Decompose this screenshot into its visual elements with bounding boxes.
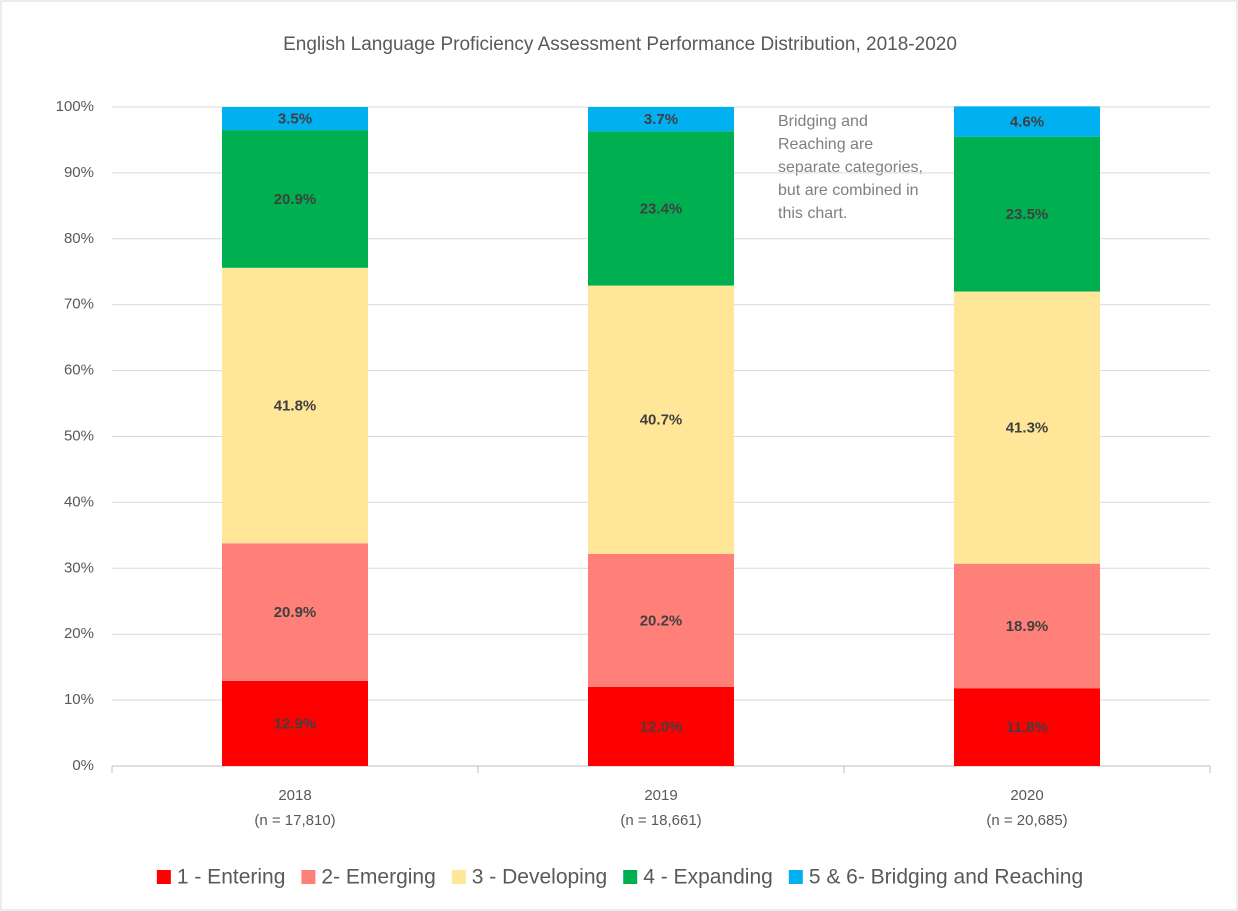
data-label: 41.8%	[274, 397, 317, 414]
bar-segment	[222, 543, 368, 681]
y-tick-label: 80%	[64, 230, 94, 247]
bar-segment	[954, 106, 1100, 137]
legend-label: 2- Emerging	[321, 866, 435, 889]
y-tick-label: 30%	[64, 559, 94, 576]
bar-segment	[588, 553, 734, 687]
data-label: 23.4%	[640, 200, 683, 217]
bar-segment	[222, 267, 368, 544]
legend-label: 3 - Developing	[472, 866, 607, 889]
y-tick-label: 100%	[56, 98, 94, 115]
y-tick-label: 20%	[64, 625, 94, 642]
chart-title: English Language Proficiency Assessment …	[283, 34, 957, 55]
y-tick-label: 10%	[64, 691, 94, 708]
bar-segment	[222, 680, 368, 766]
legend-label: 1 - Entering	[177, 866, 286, 889]
bar-segment	[588, 285, 734, 554]
x-tick-label: 2018	[278, 787, 311, 804]
legend-swatch	[156, 870, 171, 884]
data-label: 18.9%	[1006, 618, 1049, 635]
legend-swatch	[623, 870, 638, 884]
data-label: 20.9%	[274, 604, 317, 621]
bar-segment	[588, 686, 734, 766]
data-label: 12.0%	[640, 718, 683, 735]
bar-segment	[222, 107, 368, 131]
data-label: 20.2%	[640, 612, 683, 629]
bar-segment	[954, 291, 1100, 564]
bar-segment	[954, 688, 1100, 766]
legend-swatch	[301, 870, 316, 884]
data-label: 40.7%	[640, 412, 683, 429]
y-tick-label: 0%	[72, 757, 94, 774]
data-label: 4.6%	[1010, 113, 1044, 130]
y-tick-label: 60%	[64, 362, 94, 379]
data-label: 23.5%	[1006, 206, 1049, 223]
y-tick-label: 90%	[64, 164, 94, 181]
y-tick-label: 40%	[64, 493, 94, 510]
bar-segment	[954, 136, 1100, 292]
x-tick-label: 2020	[1010, 787, 1043, 804]
bar-segment	[954, 563, 1100, 689]
data-label: 11.8%	[1006, 719, 1048, 736]
legend-swatch	[788, 870, 803, 884]
annotation: Bridging and Reaching are separate categ…	[778, 113, 923, 222]
data-label: 20.9%	[274, 191, 317, 208]
bar-segment	[222, 130, 368, 268]
x-tick-label: 2019	[644, 787, 677, 804]
legend-swatch	[451, 870, 466, 884]
bar-segment	[588, 107, 734, 132]
bar-segment	[588, 131, 734, 286]
legend-label: 5 & 6- Bridging and Reaching	[809, 866, 1083, 889]
legend-label: 4 - Expanding	[643, 866, 773, 889]
data-label: 12.9%	[274, 715, 317, 732]
y-tick-label: 50%	[64, 427, 94, 444]
x-tick-sublabel: (n = 17,810)	[254, 812, 335, 829]
x-tick-sublabel: (n = 20,685)	[986, 812, 1067, 829]
y-tick-label: 70%	[64, 296, 94, 313]
x-tick-sublabel: (n = 18,661)	[620, 812, 701, 829]
annotation-box: Bridging and Reaching are separate categ…	[778, 113, 923, 222]
data-label: 3.5%	[278, 111, 312, 128]
data-label: 41.3%	[1006, 420, 1049, 437]
data-label: 3.7%	[644, 111, 678, 128]
